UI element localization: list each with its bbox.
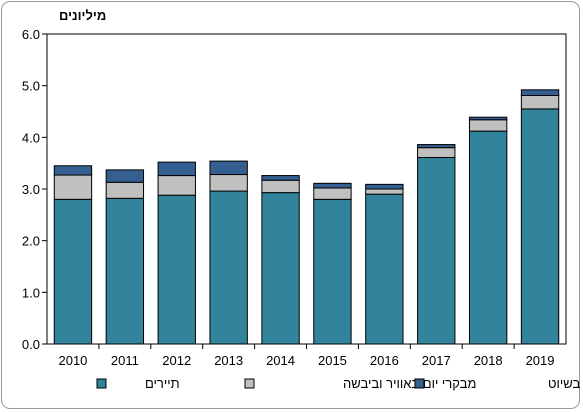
y-tick-label: 6.0 bbox=[22, 27, 40, 42]
bar-segment-2018-series-1 bbox=[468, 130, 508, 345]
bar-segment-2017-series-1 bbox=[417, 156, 456, 345]
x-tick-label: 2011 bbox=[111, 353, 139, 368]
bar-segment-2011-series-1 bbox=[105, 197, 145, 345]
legend: תיירים מבקרי יום באוויר וביבשה מבקרי יום נ… bbox=[96, 376, 583, 391]
legend-swatch-2 bbox=[244, 378, 255, 389]
bar-segment-2019-series-2 bbox=[520, 94, 560, 110]
y-tick-label: 1.0 bbox=[22, 285, 40, 300]
bar-segment-2012-series-2 bbox=[157, 175, 196, 196]
legend-label-2: מבקרי יום באוויר וביבשה bbox=[343, 376, 476, 391]
x-tick-label: 2010 bbox=[58, 353, 87, 368]
x-tick-label: 2015 bbox=[318, 353, 347, 368]
bar-segment-2018-series-2 bbox=[468, 119, 508, 132]
bar-segment-2010-series-3 bbox=[53, 165, 93, 176]
y-tick-label: 4.0 bbox=[22, 130, 40, 145]
bar-segment-2012-series-1 bbox=[157, 194, 196, 345]
bar-segment-2011-series-3 bbox=[105, 169, 145, 183]
x-tick-label: 2014 bbox=[266, 353, 295, 368]
bar-segment-2019-series-1 bbox=[520, 108, 560, 345]
bar-segment-2019-series-3 bbox=[520, 89, 560, 96]
bars-layer bbox=[53, 89, 560, 345]
y-tick-label: 2.0 bbox=[22, 234, 40, 249]
x-tick-label: 2016 bbox=[370, 353, 399, 368]
bar-segment-2016-series-1 bbox=[365, 193, 404, 345]
bar-segment-2010-series-1 bbox=[53, 198, 93, 345]
bar-segment-2014-series-1 bbox=[261, 192, 300, 345]
bar-segment-2012-series-3 bbox=[157, 161, 196, 177]
bar-segment-2017-series-3 bbox=[417, 144, 456, 149]
y-tick-label: 3.0 bbox=[22, 182, 40, 197]
legend-swatch-1 bbox=[96, 378, 107, 389]
legend-swatch-3 bbox=[414, 378, 425, 389]
bar-segment-2017-series-2 bbox=[417, 147, 456, 158]
x-tick-label: 2013 bbox=[214, 353, 243, 368]
bar-segment-2015-series-1 bbox=[313, 198, 352, 345]
legend-label-3: מבקרי יום נוסעים בשיוט bbox=[548, 376, 583, 391]
x-tick-label: 2012 bbox=[162, 353, 191, 368]
y-axis-label: מיליונים bbox=[59, 8, 106, 23]
y-tick-label: 5.0 bbox=[22, 79, 40, 94]
bar-segment-2014-series-2 bbox=[261, 179, 300, 194]
bar-segment-2013-series-2 bbox=[209, 174, 248, 192]
bar-segment-2018-series-3 bbox=[468, 116, 508, 121]
x-tick-label: 2018 bbox=[474, 353, 503, 368]
bar-segment-2013-series-1 bbox=[209, 190, 248, 345]
bar-segment-2014-series-3 bbox=[261, 175, 300, 181]
bar-segment-2015-series-3 bbox=[313, 182, 352, 189]
bar-segment-2011-series-2 bbox=[105, 181, 145, 199]
x-tick-label: 2017 bbox=[422, 353, 451, 368]
bar-segment-2015-series-2 bbox=[313, 187, 352, 200]
bar-segment-2013-series-3 bbox=[209, 160, 248, 176]
x-tick-label: 2019 bbox=[526, 353, 555, 368]
bar-segment-2016-series-2 bbox=[365, 188, 404, 195]
axes-layer: 0.0 1.0 2.0 3.0 4.0 5.0 6.0 2010 2011 2012 2013 201… bbox=[22, 27, 567, 368]
bar-segment-2016-series-3 bbox=[365, 183, 404, 190]
bar-segment-2010-series-2 bbox=[53, 174, 93, 200]
y-tick-label: 0.0 bbox=[22, 337, 40, 352]
legend-label-1: תיירים bbox=[145, 376, 180, 391]
